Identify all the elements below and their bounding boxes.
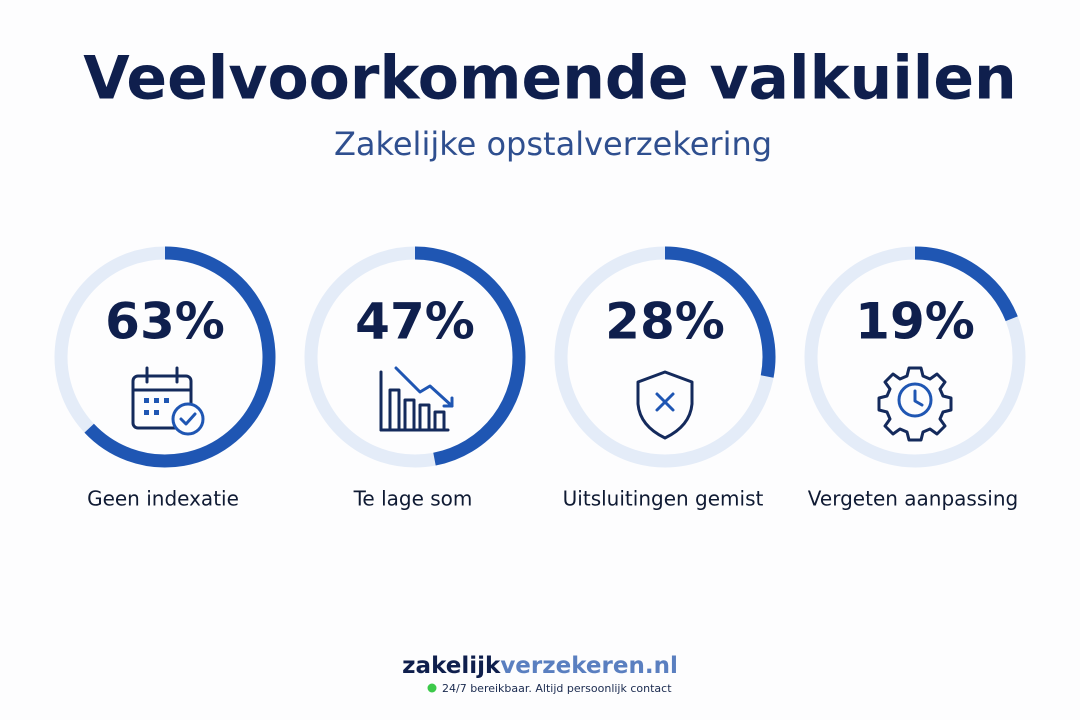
category-label: Geen indexatie — [87, 487, 239, 511]
value-label: 47% — [355, 293, 475, 351]
donut-arc — [414, 246, 526, 466]
category-label: Uitsluitingen gemist — [563, 487, 764, 511]
status-dot — [427, 683, 437, 693]
shield-icon — [636, 370, 694, 440]
value-label: 63% — [105, 293, 225, 351]
donut-arc — [84, 246, 276, 468]
category-label: Te lage som — [353, 487, 473, 511]
gear-icon — [877, 366, 953, 442]
brand-part: verzekeren.nl — [500, 653, 678, 679]
subtitle: Zakelijke opstalverzekering — [334, 125, 772, 163]
donut-arc — [914, 246, 1018, 322]
brand-part: zakelijk — [402, 653, 501, 679]
brand: zakelijkverzekeren.nl — [402, 653, 678, 679]
chart-icon — [379, 366, 454, 432]
value-label: 28% — [605, 293, 725, 351]
value-label: 19% — [855, 293, 975, 351]
calendar-dots — [144, 398, 169, 415]
donuts: 63% Geen indexatie 47% Te lage som 28% Uitslu… — [54, 246, 1026, 511]
tagline: 24/7 bereikbaar. Altijd persoonlijk cont… — [442, 682, 672, 695]
title: Veelvoorkomende valkuilen — [83, 44, 1017, 114]
donut-arc — [664, 246, 776, 378]
category-label: Vergeten aanpassing — [808, 487, 1018, 511]
calendar-icon — [131, 366, 205, 436]
